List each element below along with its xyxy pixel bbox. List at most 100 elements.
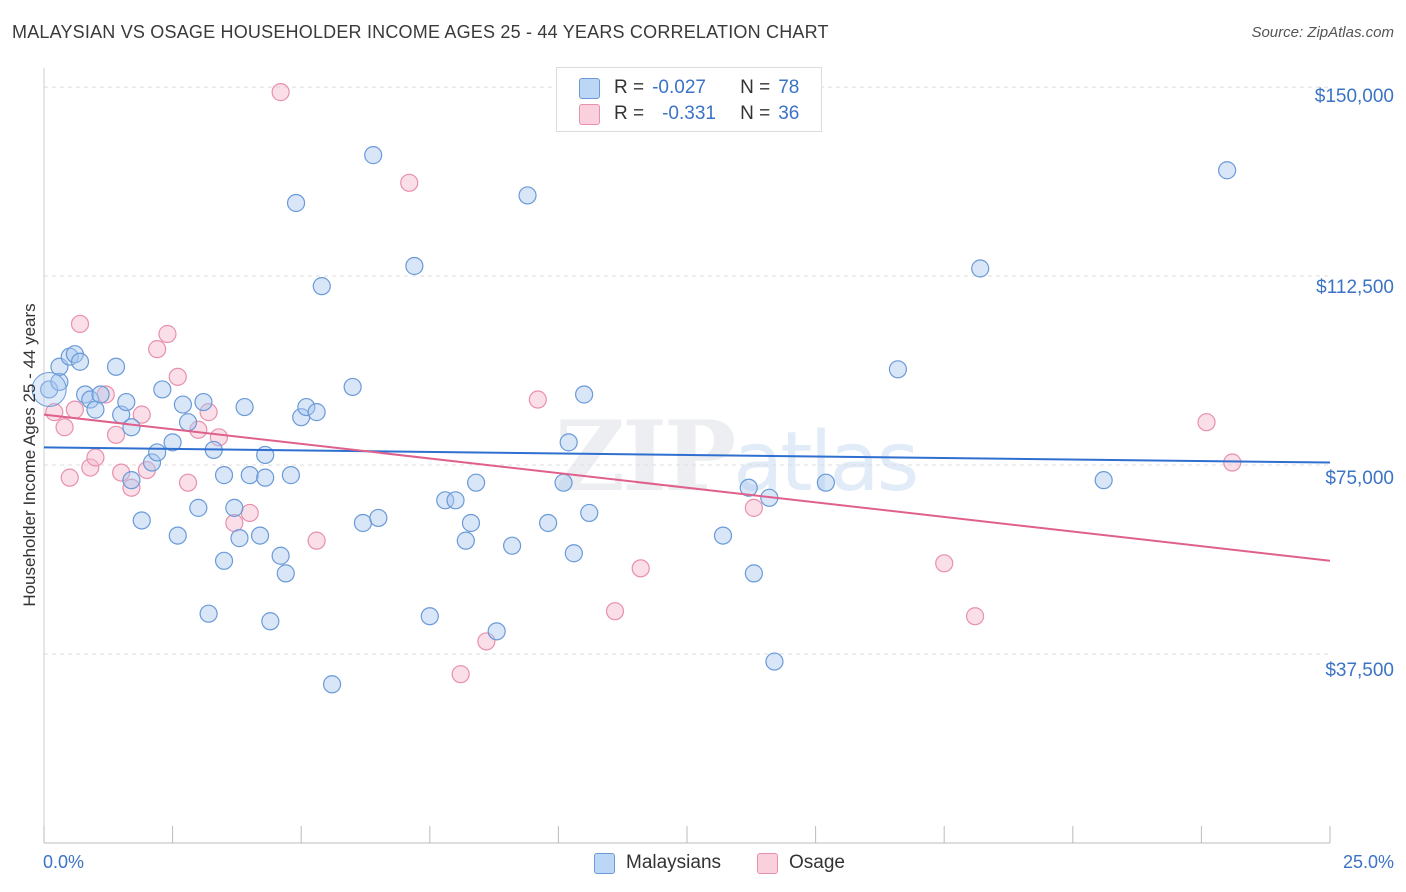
data-point [122,478,141,497]
data-point [353,513,373,533]
data-point [451,665,470,684]
legend-swatch-osage [579,103,600,125]
data-point [250,526,270,545]
gridlines [44,86,1330,655]
data-point [199,403,218,422]
data-point [158,324,177,344]
data-point [369,508,388,528]
data-point [60,468,79,487]
watermark-atlas: atlas [733,415,919,510]
data-point [935,554,954,573]
data-point [739,478,758,497]
data-point [132,405,151,424]
series-legend: Malaysians Osage [0,852,1406,876]
data-point [117,392,136,412]
data-point [230,529,249,548]
data-point [518,186,537,205]
y-tick-label-150000: $150,000 [1314,86,1394,107]
data-point [235,397,254,417]
data-point [178,413,198,432]
data-point [168,367,187,386]
data-point [312,277,331,296]
legend-r-value: -0.027 [652,77,706,98]
data-point [271,83,290,102]
data-point [322,675,342,694]
data-point [575,385,594,404]
data-point [214,466,234,485]
zipatlas-watermark: ZIPatlas [555,400,919,513]
y-tick-label-75000: $75,000 [1325,468,1394,489]
osage-trend-line [43,413,1331,562]
data-point [971,259,990,278]
legend-row-osage: R = -0.331 N = 36 [579,102,799,126]
data-point [343,377,362,397]
series-legend-osage[interactable]: Osage [757,852,845,874]
data-point [240,466,259,485]
y-tick-label-112500: $112,500 [1316,277,1394,298]
data-point [816,473,835,492]
data-point [631,559,650,578]
data-point [256,468,275,487]
data-point [1223,453,1242,472]
data-point [106,425,126,444]
data-point [554,473,573,492]
data-point [744,564,763,583]
x-tick-label-min: 0.0% [43,852,85,872]
data-point-cluster [31,371,67,407]
data-point [503,536,522,555]
data-point [148,443,167,462]
data-point [106,357,126,376]
data-point [281,466,301,485]
data-point [168,526,187,545]
data-point [132,511,151,530]
data-point [148,340,167,359]
data-point [461,513,481,533]
data-point [173,395,192,414]
data-point [1197,413,1216,432]
legend-n-value: 78 [778,77,800,98]
data-point [446,491,465,510]
data-point [271,546,290,565]
data-point [420,607,439,626]
x-tick-label-max: 25.0% [1342,852,1394,872]
legend-r-label: R = [614,103,645,124]
data-point [1218,161,1237,180]
data-point [70,314,90,334]
watermark-zip: ZIP [555,400,736,513]
data-point [1094,471,1113,490]
malaysian-points [31,146,1237,694]
data-point [564,544,583,563]
data-point [539,513,558,533]
data-point [81,458,100,477]
series-legend-label: Osage [789,852,845,873]
chart-title: MALAYSIAN VS OSAGE HOUSEHOLDER INCOME AG… [12,22,829,42]
data-point [86,448,105,467]
osage-points [45,83,1242,684]
data-point [580,503,599,523]
data-point [122,471,141,490]
axes [43,68,1331,844]
data-point [713,526,733,545]
data-point [189,498,208,517]
series-legend-malaysians[interactable]: Malaysians [594,852,721,874]
chart-source: Source: ZipAtlas.com [1251,24,1394,41]
data-point [112,463,131,482]
data-point [436,491,455,510]
data-point [888,360,908,379]
data-point [70,352,90,371]
data-point [194,392,213,412]
data-point [559,433,578,452]
data-point [142,453,162,472]
data-point [466,473,486,492]
data-point [400,173,419,192]
data-point [65,400,84,419]
legend-r-label: R = [614,77,645,98]
series-legend-label: Malaysians [626,852,722,873]
data-point [225,513,244,533]
legend-swatch-malaysians [579,77,600,99]
data-point [214,551,234,570]
trend-lines [43,413,1331,562]
legend-n-label: N = [740,103,771,124]
data-point [86,400,105,419]
